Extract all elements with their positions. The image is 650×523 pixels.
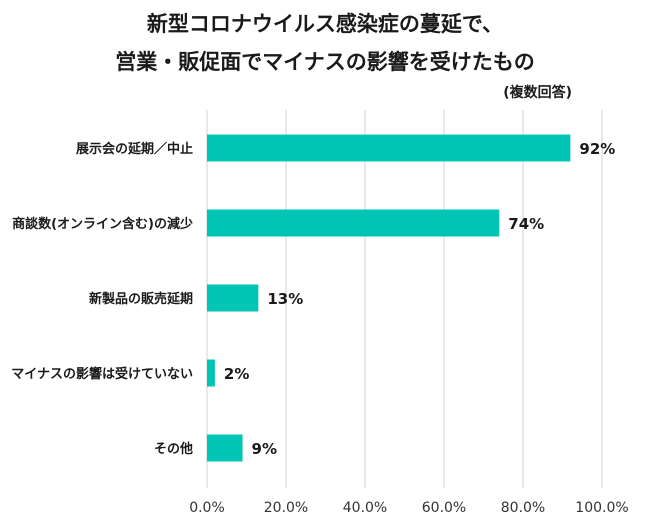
bar xyxy=(207,134,571,162)
chart-title-line-1: 新型コロナウイルス感染症の蔓延で、 xyxy=(146,12,504,36)
category-label: マイナスの影響は受けていない xyxy=(11,366,193,382)
x-tick-label: 60.0% xyxy=(422,500,466,516)
x-tick-label: 0.0% xyxy=(189,500,225,516)
x-tick-label: 40.0% xyxy=(343,500,387,516)
category-label: 新製品の販売延期 xyxy=(89,291,193,307)
category-label: 商談数(オンライン含む)の減少 xyxy=(12,216,193,232)
value-label: 13% xyxy=(267,290,303,308)
value-label: 92% xyxy=(579,140,615,158)
x-tick-label: 100.0% xyxy=(575,500,628,516)
bar xyxy=(207,434,243,462)
value-label: 74% xyxy=(508,215,544,233)
chart-note: (複数回答) xyxy=(503,85,572,101)
x-tick-label: 80.0% xyxy=(501,500,545,516)
value-label: 9% xyxy=(252,440,277,458)
bar xyxy=(207,284,259,312)
category-label: 展示会の延期／中止 xyxy=(76,141,193,157)
category-label: その他 xyxy=(154,441,193,457)
chart-title-line-2: 営業・販促面でマイナスの影響を受けたもの xyxy=(115,50,535,74)
x-tick-label: 20.0% xyxy=(264,500,308,516)
bar xyxy=(207,209,500,237)
value-label: 2% xyxy=(224,365,249,383)
bar xyxy=(207,359,215,387)
